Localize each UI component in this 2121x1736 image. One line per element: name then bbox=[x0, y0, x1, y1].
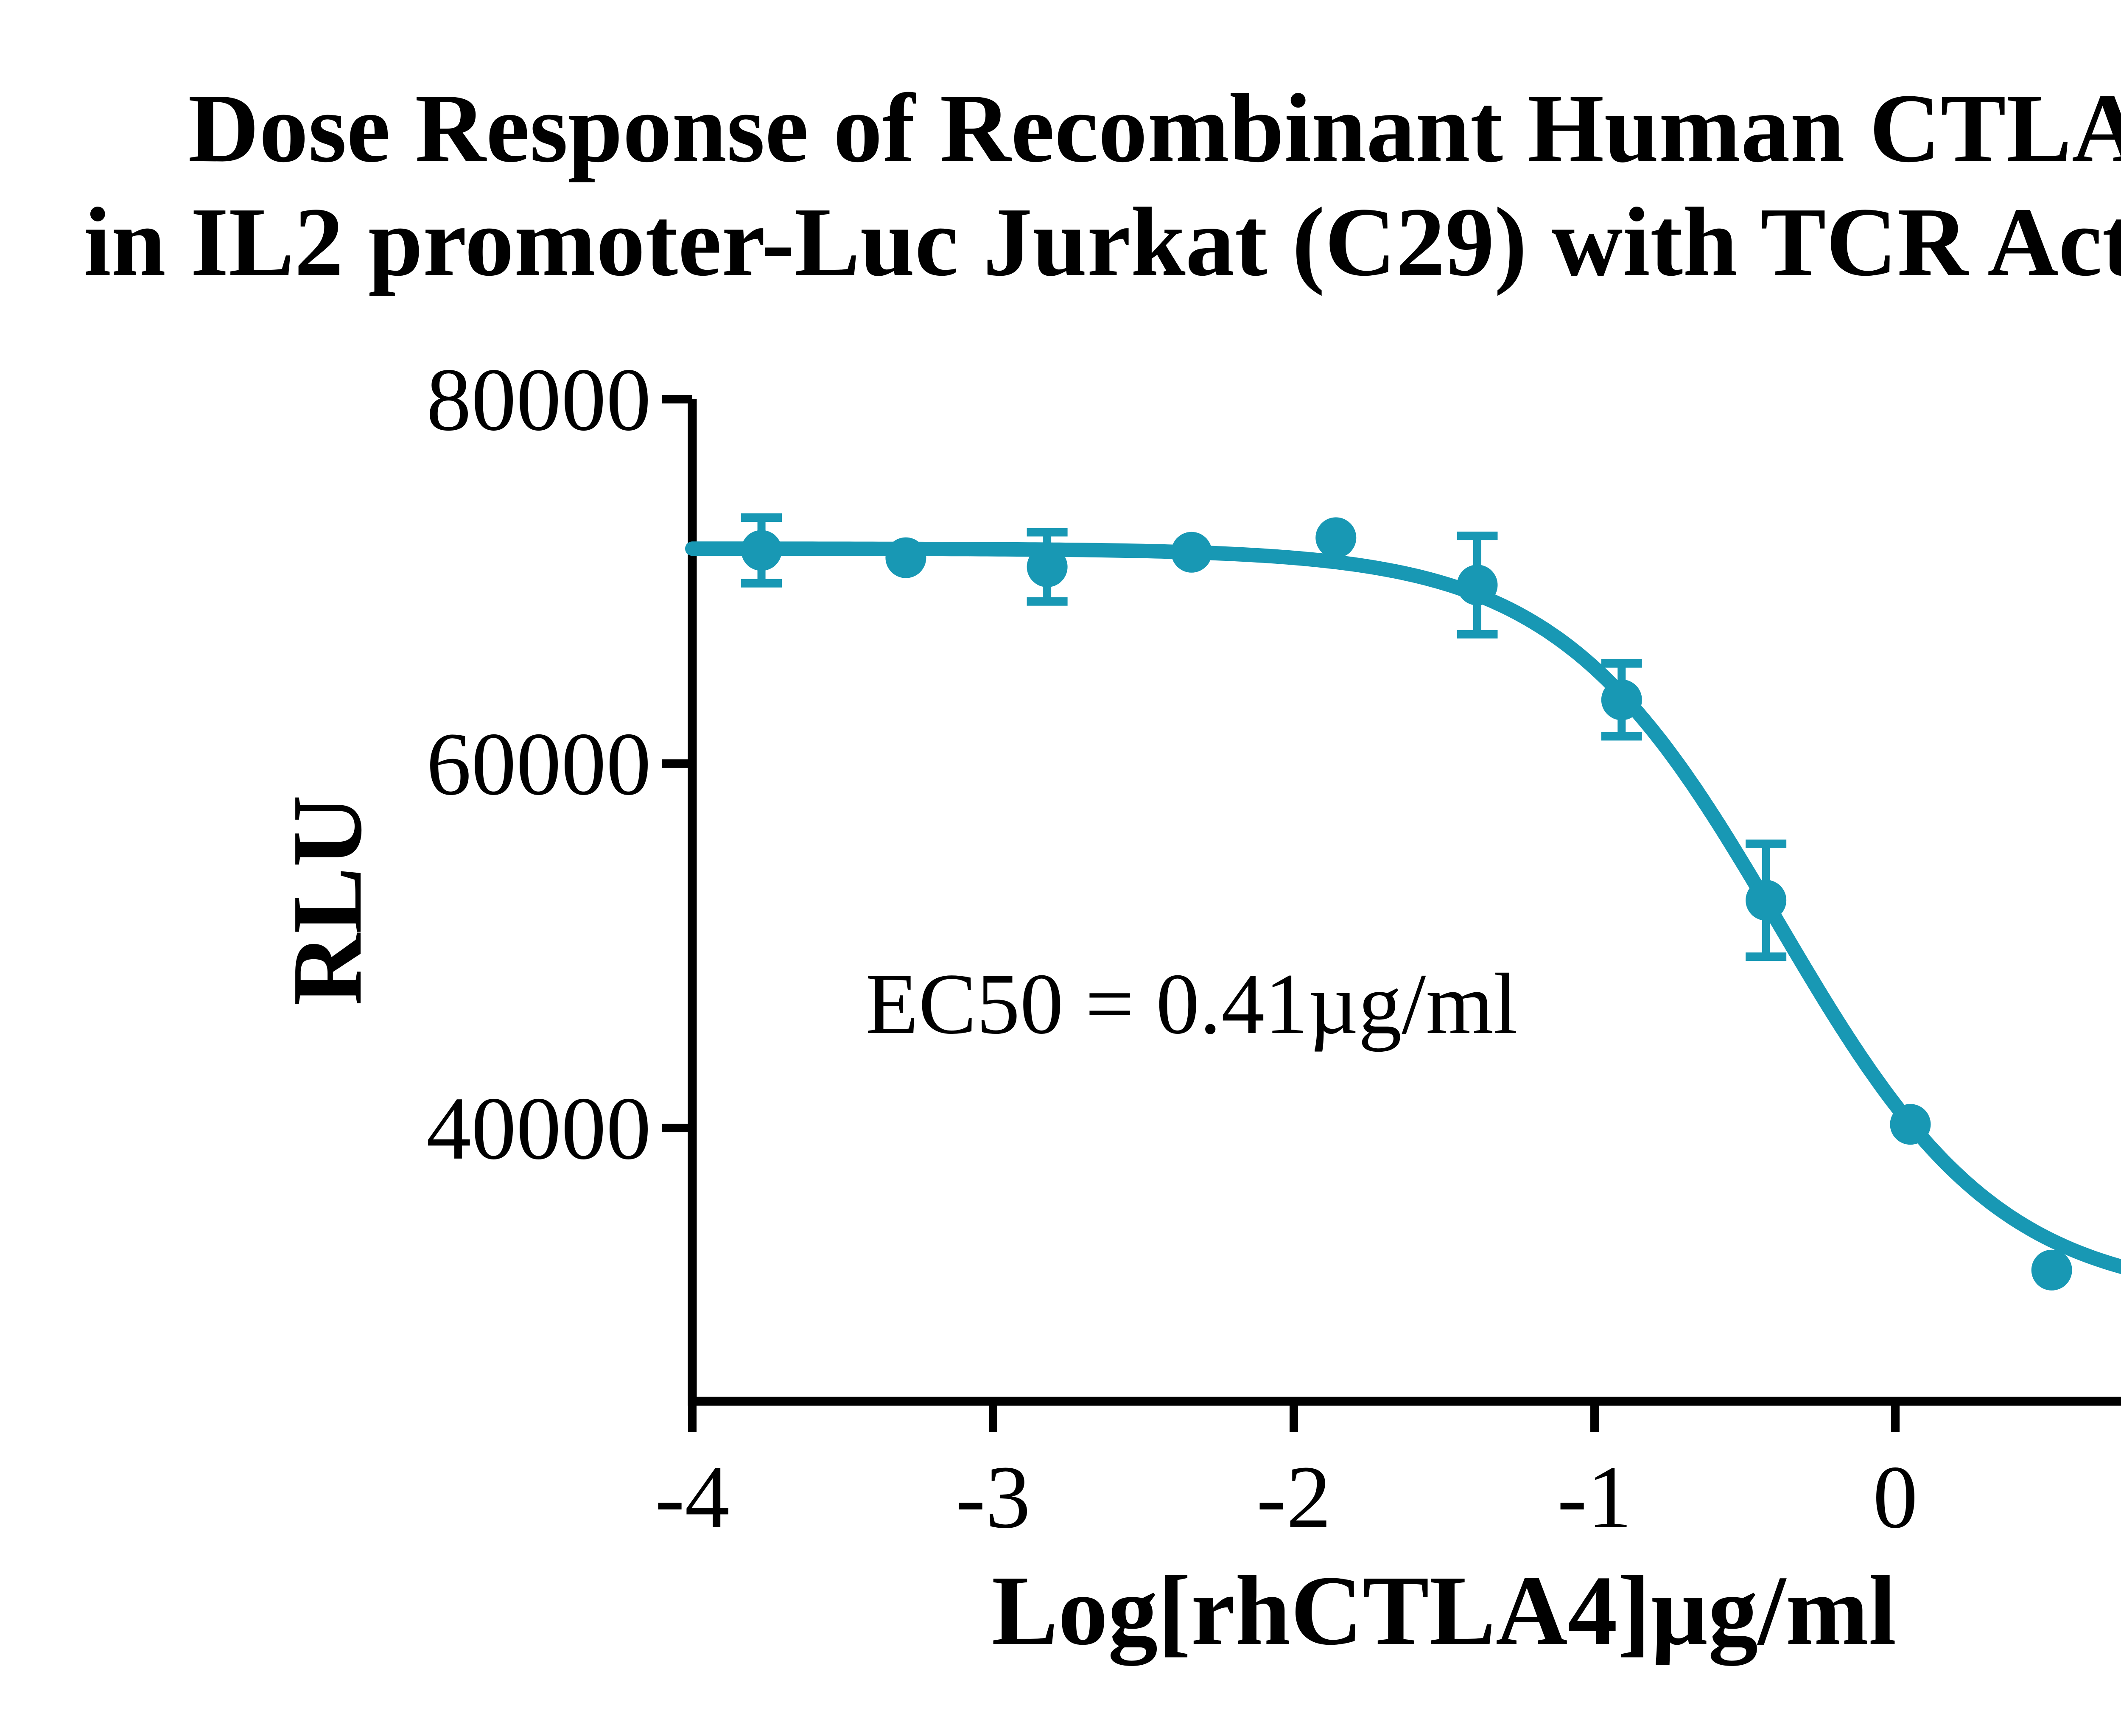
x-tick-label: -1 bbox=[1557, 1447, 1632, 1547]
dose-response-series bbox=[685, 513, 2121, 1291]
x-tick-label: 0 bbox=[1873, 1447, 1918, 1547]
fit-curve bbox=[685, 541, 2121, 1274]
data-point bbox=[1315, 517, 1357, 558]
chart-title-line2: in IL2 promoter-Luc Jurkat (C29) with TC… bbox=[84, 188, 2121, 297]
data-point bbox=[1457, 565, 1498, 606]
y-tick-label: 80000 bbox=[426, 350, 651, 449]
x-tick-label: -4 bbox=[655, 1447, 730, 1547]
y-tick-label: 60000 bbox=[426, 714, 651, 814]
data-point bbox=[741, 530, 782, 571]
y-tick-label: 40000 bbox=[426, 1078, 651, 1178]
chart-title-line1: Dose Response of Recombinant Human CTLA-… bbox=[188, 74, 2121, 183]
data-point bbox=[1601, 679, 1642, 720]
data-point bbox=[1171, 532, 1212, 573]
x-tick-label: -2 bbox=[1256, 1447, 1332, 1547]
data-point bbox=[885, 537, 926, 578]
x-tick-label: -3 bbox=[956, 1447, 1031, 1547]
x-axis-label: Log[rhCTLA4]µg/ml bbox=[992, 1555, 1897, 1666]
y-axis-label: RLU bbox=[272, 795, 382, 1005]
axes: -4-3-2-101400006000080000 bbox=[426, 350, 2121, 1547]
ec50-annotation: EC50 = 0.41µg/ml bbox=[865, 956, 1518, 1052]
data-point bbox=[1027, 546, 1068, 588]
data-point bbox=[1746, 880, 1787, 921]
data-point bbox=[1890, 1104, 1931, 1145]
data-point bbox=[2031, 1249, 2072, 1291]
